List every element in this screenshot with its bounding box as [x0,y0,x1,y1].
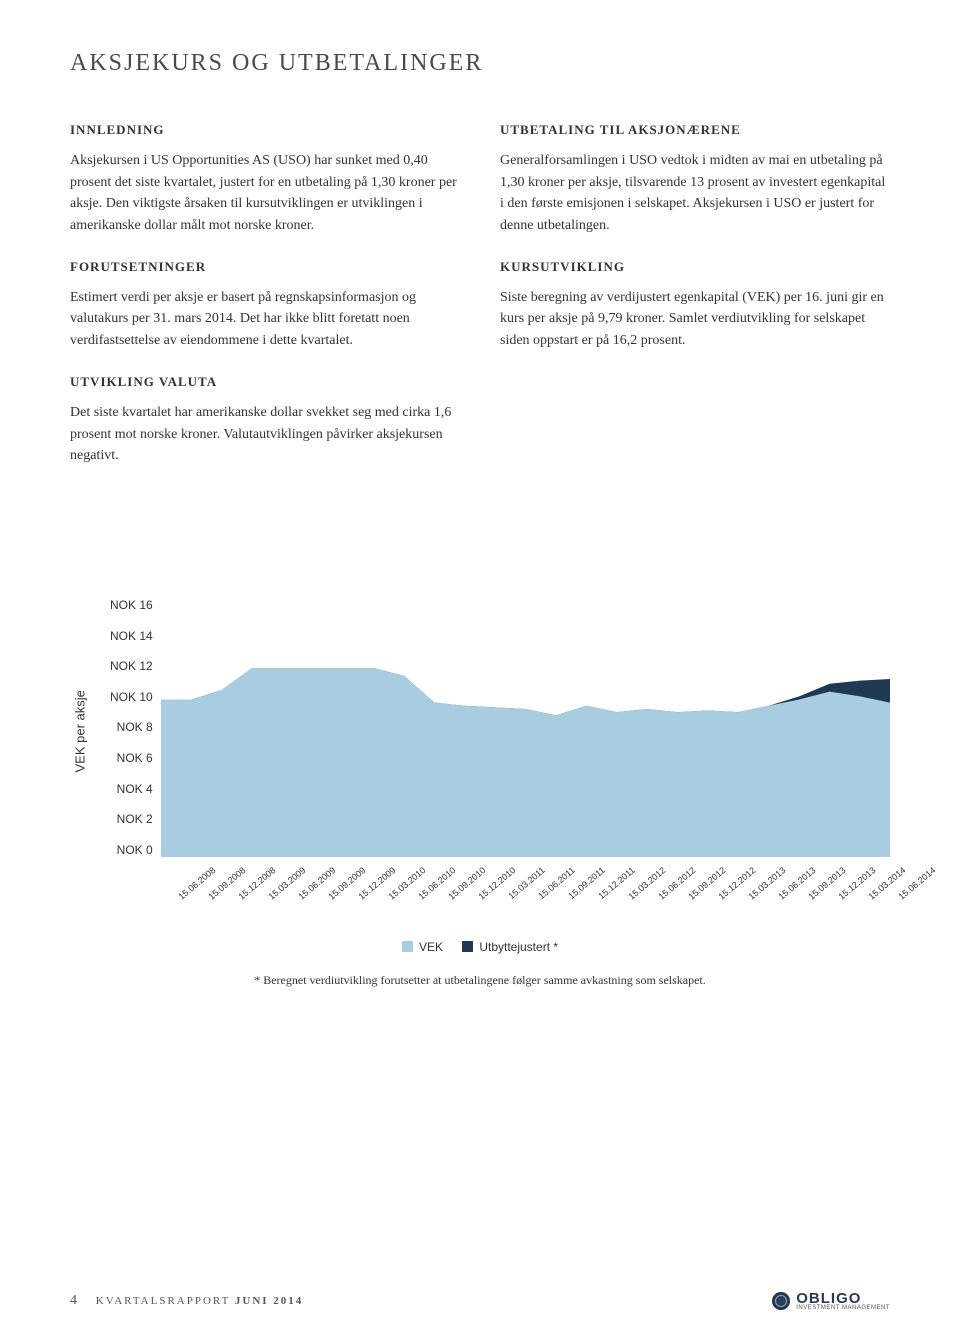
legend-item-utbytte: Utbyttejustert * [462,940,558,954]
legend-label-utbytte: Utbyttejustert * [479,940,558,954]
page-number: 4 [70,1293,79,1308]
y-axis: NOK 16NOK 14NOK 12NOK 10NOK 8NOK 6NOK 4N… [110,605,161,857]
y-tick: NOK 12 [110,659,153,673]
heading-kursutvikling: KURSUTVIKLING [500,259,890,275]
chart-area: NOK 16NOK 14NOK 12NOK 10NOK 8NOK 6NOK 4N… [110,605,890,857]
heading-innledning: INNLEDNING [70,122,460,138]
y-tick: NOK 8 [110,720,153,734]
left-column: INNLEDNING Aksjekursen i US Opportunitie… [70,122,460,475]
page-footer: 4 KVARTALSRAPPORT JUNI 2014 OBLIGO INVES… [70,1290,890,1311]
y-tick: NOK 2 [110,812,153,826]
footer-doc-label: KVARTALSRAPPORT [96,1295,230,1307]
footer-left: 4 KVARTALSRAPPORT JUNI 2014 [70,1293,303,1309]
body-utbetaling: Generalforsamlingen i USO vedtok i midte… [500,150,890,237]
legend-item-vek: VEK [402,940,443,954]
y-tick: NOK 10 [110,690,153,704]
content-columns: INNLEDNING Aksjekursen i US Opportunitie… [70,122,890,475]
body-forutsetninger: Estimert verdi per aksje er basert på re… [70,287,460,352]
plot-area [161,605,890,857]
y-tick: NOK 14 [110,629,153,643]
footer-logo: OBLIGO INVESTMENT MANAGEMENT [772,1290,890,1311]
body-innledning: Aksjekursen i US Opportunities AS (USO) … [70,150,460,237]
obligo-icon [772,1292,790,1310]
heading-utbetaling: UTBETALING TIL AKSJONÆRENE [500,122,890,138]
page-title: AKSJEKURS OG UTBETALINGER [70,50,890,77]
legend-swatch-utbytte [462,941,473,952]
logo-subtext: INVESTMENT MANAGEMENT [796,1305,890,1311]
footer-doc-period: JUNI 2014 [235,1295,303,1307]
chart-container: VEK per aksje NOK 16NOK 14NOK 12NOK 10NO… [70,605,890,989]
legend-label-vek: VEK [419,940,443,954]
y-tick: NOK 0 [110,843,153,857]
y-axis-label: VEK per aksje [73,690,88,772]
heading-utvikling-valuta: UTVIKLING VALUTA [70,374,460,390]
y-tick: NOK 6 [110,751,153,765]
legend-swatch-vek [402,941,413,952]
body-utvikling-valuta: Det siste kvartalet har amerikanske doll… [70,402,460,467]
chart-footnote: * Beregnet verdiutvikling forutsetter at… [70,973,890,988]
heading-forutsetninger: FORUTSETNINGER [70,259,460,275]
body-kursutvikling: Siste beregning av verdijustert egenkapi… [500,287,890,352]
right-column: UTBETALING TIL AKSJONÆRENE Generalforsam… [500,122,890,475]
x-axis: 15.06.200815.09.200815.12.200815.03.2009… [170,865,890,925]
y-tick: NOK 16 [110,598,153,612]
y-tick: NOK 4 [110,782,153,796]
chart-legend: VEK Utbyttejustert * [70,940,890,956]
area-chart-svg [161,605,890,857]
